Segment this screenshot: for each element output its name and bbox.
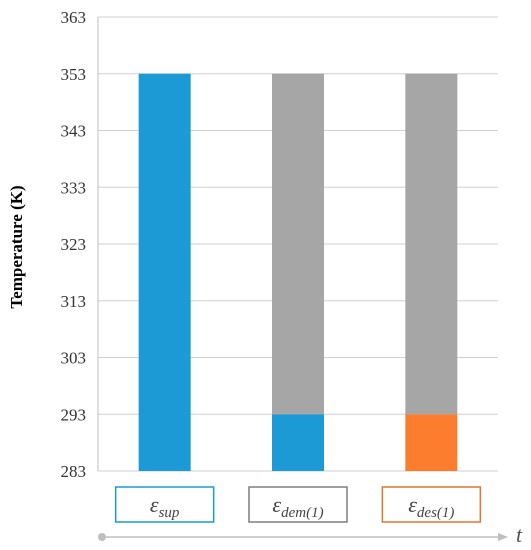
category-box-1	[248, 486, 348, 523]
y-tick-label: 333	[61, 178, 87, 197]
y-tick-label: 353	[61, 65, 87, 84]
category-subscript: sup	[159, 505, 180, 521]
y-axis-title: Temperature (K)	[7, 185, 26, 308]
category-labels: εsup εdem(1) εdes(1)	[114, 486, 482, 523]
y-tick-label: 303	[61, 349, 87, 368]
category-symbol: ε	[408, 492, 417, 517]
y-tick-label: 293	[61, 405, 87, 424]
category-label-0: εsup	[150, 492, 180, 521]
y-tick-label: 323	[61, 235, 87, 254]
bar-2-segment-0	[405, 414, 458, 471]
category-symbol: ε	[150, 492, 159, 517]
bars	[138, 73, 458, 471]
y-tick-label: 283	[61, 462, 87, 481]
category-subscript: dem(1)	[281, 505, 323, 521]
category-label-2: εdes(1)	[408, 492, 454, 521]
time-axis: t	[98, 522, 523, 547]
category-subscript: des(1)	[417, 505, 455, 521]
y-tick-label: 343	[61, 122, 87, 141]
bar-0-segment-0	[138, 73, 191, 471]
bar-2-segment-1	[405, 73, 458, 415]
category-box-0	[114, 486, 215, 523]
category-symbol: ε	[272, 492, 281, 517]
category-label-1: εdem(1)	[272, 492, 323, 521]
y-tick-labels: 283 293 303 313 323 333 343 353 363	[61, 8, 87, 481]
time-axis-arrowhead	[498, 533, 508, 541]
bar-1-segment-0	[272, 414, 324, 471]
y-tick-label: 363	[61, 8, 87, 27]
category-box-2	[381, 486, 482, 523]
bar-1-segment-1	[272, 73, 324, 415]
time-axis-label: t	[516, 522, 523, 547]
y-tick-label: 313	[61, 292, 87, 311]
